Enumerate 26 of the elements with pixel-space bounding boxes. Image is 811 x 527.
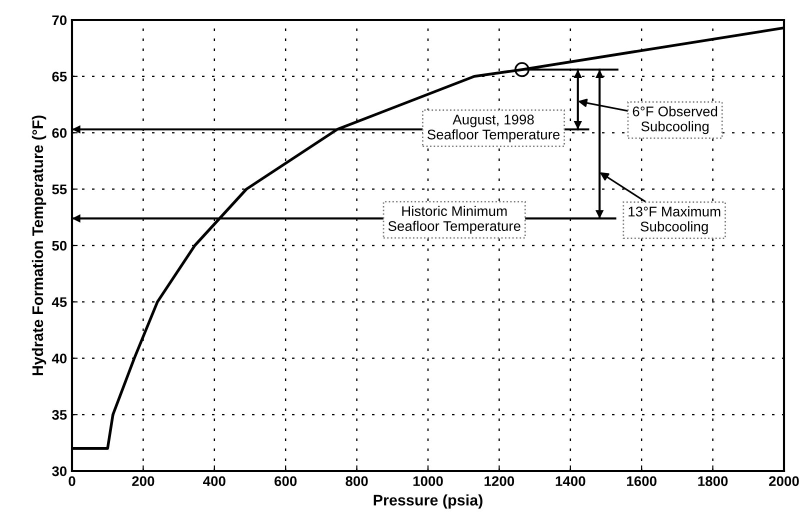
x-axis-title: Pressure (psia) <box>374 494 482 509</box>
x-tick-label: 200 <box>132 476 154 486</box>
x-tick-label: 1000 <box>413 476 443 486</box>
y-tick-label: 70 <box>52 15 67 26</box>
x-tick-label: 1800 <box>698 476 728 486</box>
annotation: 6°F Observed Subcooling <box>632 106 718 134</box>
y-tick-label: 60 <box>52 128 67 138</box>
y-tick-label: 30 <box>52 466 67 476</box>
x-tick-label: 1600 <box>627 476 656 486</box>
ref-line-label: August, 1998 Seafloor Temperature <box>427 114 560 142</box>
y-tick-label: 40 <box>52 354 67 364</box>
y-tick-label: 45 <box>52 297 67 308</box>
y-tick-label: 35 <box>52 410 67 420</box>
x-tick-label: 1200 <box>484 476 514 486</box>
x-tick-label: 800 <box>346 476 368 486</box>
y-tick-label: 65 <box>52 72 67 82</box>
y-tick-label: 50 <box>52 240 67 251</box>
x-tick-label: 2000 <box>769 476 799 486</box>
y-axis-title: Hydrate Formation Temperature (°F) <box>32 116 46 376</box>
ref-line-label: Historic Minimum Seafloor Temperature <box>388 206 520 234</box>
y-tick-label: 55 <box>52 184 67 194</box>
annotation: 13°F Maximum Subcooling <box>628 206 720 234</box>
x-tick-label: 1400 <box>556 476 586 486</box>
x-tick-label: 0 <box>68 476 76 486</box>
x-tick-label: 600 <box>274 476 297 486</box>
x-tick-label: 400 <box>203 476 226 486</box>
